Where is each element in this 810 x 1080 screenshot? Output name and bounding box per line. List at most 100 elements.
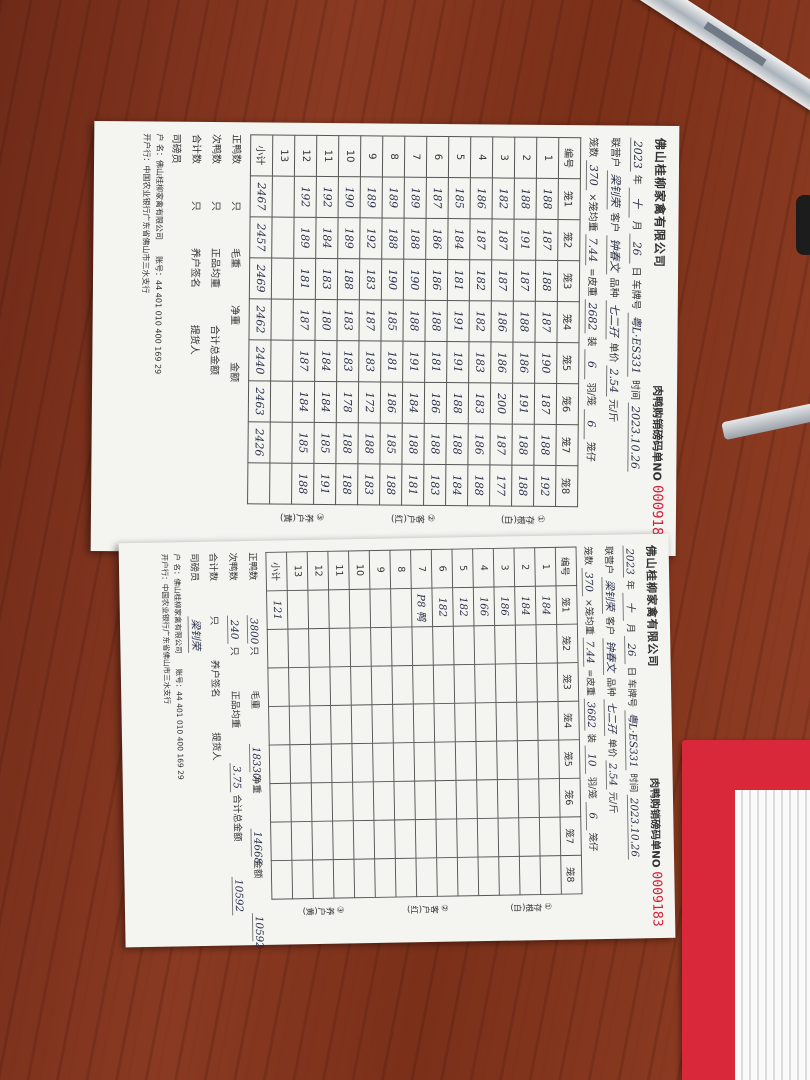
weight-cell: 190 [338, 176, 361, 218]
weight-cell: 188 [335, 422, 359, 464]
field-label: 笼数 [587, 137, 599, 158]
empty-cell [271, 258, 294, 300]
weight-cell: 187 [292, 299, 316, 341]
field-label: 正鸭数 [230, 134, 242, 165]
empty-cell [390, 588, 412, 628]
handwritten-value: 7.44 [582, 637, 597, 667]
empty-cell [269, 744, 291, 784]
row-number: 10 [338, 135, 361, 177]
row-number: 小计 [265, 552, 288, 591]
company-name: 佛山桂柳家禽有限公司 [644, 545, 660, 668]
field-label: 账号：44 401 010 400 169 29 [153, 256, 164, 375]
empty-cell [453, 625, 475, 665]
weight-cell: 2462 [248, 298, 272, 341]
table-row: 12 192 189 181 187 187 184 185 188 [291, 135, 317, 505]
table-row: 2 188 191 187 188 186 191 188 188 [511, 137, 537, 507]
column-header: 笼4 [556, 301, 580, 343]
weight-cell: 188 [424, 300, 448, 342]
field-label: 合计数 [207, 552, 218, 582]
row-number: 7 [404, 136, 427, 178]
empty-cell [394, 819, 416, 859]
weight-cell: 187 [469, 218, 493, 260]
empty-cell [330, 705, 352, 744]
handwritten-value: 7.44 [585, 234, 600, 266]
copy-label: ①存根(白) [510, 901, 552, 912]
empty-cell [413, 703, 435, 743]
handwritten-value: 26 [624, 635, 638, 665]
row-number: 10 [348, 550, 370, 590]
row-number: 3 [493, 548, 515, 587]
weight-cell: 182 [492, 177, 515, 220]
empty-cell [311, 821, 334, 860]
column-header: 笼5 [558, 739, 581, 779]
weight-cell: 191 [512, 383, 535, 425]
handwritten-value: 2023.10.26 [627, 402, 642, 473]
handwritten-value: 2.54 [606, 365, 621, 397]
empty-cell [309, 705, 332, 745]
handwritten-value: 梁钊荣 [606, 170, 624, 210]
empty-cell [373, 781, 395, 821]
weight-cell: 180 [314, 299, 338, 341]
weight-cell: 184 [535, 585, 557, 625]
empty-cell [413, 742, 436, 782]
field-label: 车牌号 [629, 279, 642, 310]
weight-cell: 187 [491, 259, 514, 302]
weight-cell: 2463 [248, 380, 271, 423]
empty-cell [391, 626, 413, 666]
table-area: 编号 笼1 笼2 笼3 笼4 笼5 笼6 笼7 笼8 1 188 187 188 187 190 187 188… [247, 134, 582, 543]
handwritten-value: 2023.10.26 [626, 794, 642, 860]
row-number: 5 [448, 136, 471, 178]
field-label: 单价 [607, 342, 619, 363]
field-label: 月 [624, 623, 636, 634]
weight-cell: 183 [315, 258, 338, 300]
weight-cell: 121 [266, 590, 288, 630]
footer-line: 正鸭数只毛重 净重 金额 [227, 134, 246, 540]
handwritten-value: 10592 [231, 876, 246, 915]
empty-cell [498, 817, 520, 857]
weight-cell: 188 [535, 260, 558, 302]
empty-cell [287, 628, 310, 668]
field-label: 账号：44 401 010 400 169 29 [174, 668, 185, 780]
column-header: 笼3 [557, 662, 579, 702]
empty-cell [353, 858, 376, 898]
handwritten-value: 十 [628, 187, 646, 218]
empty-cell [435, 780, 457, 820]
handwritten-value: 2.54 [605, 760, 620, 790]
field-label: 月 [630, 220, 642, 231]
row-number: 13 [286, 551, 308, 591]
column-header: 编号 [558, 137, 581, 179]
column-header: 笼1 [558, 178, 581, 220]
weight-cell: 188 [514, 178, 537, 220]
field-label: 联营户 [602, 545, 614, 575]
empty-cell [331, 782, 354, 822]
field-label: 年 [630, 174, 642, 185]
handwritten-value: 6 [584, 349, 599, 380]
weight-cell: 188 [467, 464, 490, 506]
row-number: 1 [536, 137, 559, 179]
empty-cell [267, 629, 289, 669]
copy-labels: ①存根(白) ②客户(红) ③养户(黄) [247, 510, 578, 526]
copy-label: ③养户(黄) [302, 905, 345, 916]
weight-cell: 181 [401, 464, 424, 506]
weight-cell: 191 [402, 341, 425, 383]
row-number: 8 [389, 549, 412, 589]
field-label: 联营户 [609, 137, 621, 168]
weight-cell: 183 [359, 258, 382, 300]
field-label: 笼仔 [584, 441, 596, 462]
row-number: 小计 [250, 134, 273, 177]
empty-cell [270, 340, 293, 382]
empty-cell [393, 781, 416, 820]
empty-cell [414, 780, 436, 820]
handwritten-value: 370 [581, 567, 596, 597]
empty-cell [374, 858, 396, 898]
handwritten-value: 七二孖 [605, 300, 623, 340]
weight-cell: 186 [490, 300, 514, 343]
weight-cell: 2440 [248, 339, 271, 382]
handwritten-value: 3682 [583, 698, 598, 731]
weight-cell: 185 [448, 177, 471, 219]
weight-cell: 188 [379, 463, 402, 506]
handwritten-value: 2682 [584, 299, 599, 334]
column-header: 笼2 [557, 219, 581, 261]
empty-cell [475, 702, 497, 742]
empty-cell [272, 176, 295, 218]
